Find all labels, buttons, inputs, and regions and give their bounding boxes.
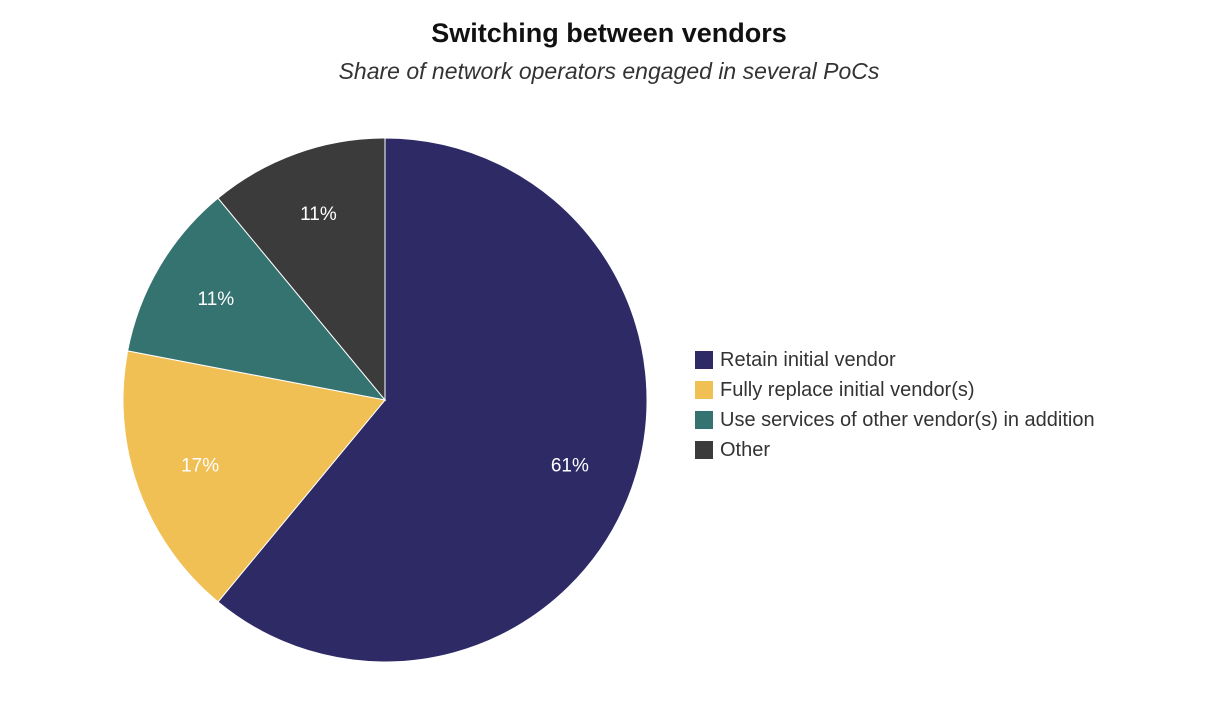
chart-title: Switching between vendors — [431, 18, 787, 48]
pie-slice-retain-initial-vendor — [217, 137, 648, 663]
data-label: 61% — [551, 456, 589, 477]
data-label: 11% — [300, 204, 337, 225]
pie-slice-fully-replace-initial-vendor-s — [122, 350, 386, 603]
legend-swatch — [695, 411, 713, 429]
legend-swatch — [695, 441, 713, 459]
legend-label: Fully replace initial vendor(s) — [720, 378, 975, 401]
legend-item-other: Other — [695, 435, 1095, 465]
chart-subtitle: Share of network operators engaged in se… — [338, 58, 880, 84]
legend-swatch — [695, 381, 713, 399]
legend-label: Use services of other vendor(s) in addit… — [720, 408, 1095, 431]
chart-legend: Retain initial vendor Fully replace init… — [695, 345, 1095, 465]
legend-item-retain-initial-vendor: Retain initial vendor — [695, 345, 1095, 375]
data-label: 17% — [181, 456, 219, 477]
legend-item-use-other-vendors: Use services of other vendor(s) in addit… — [695, 405, 1095, 435]
legend-label: Other — [720, 438, 771, 461]
pie-slice-use-services-of-other-vendor-s-in-addition — [127, 197, 387, 401]
legend-label: Retain initial vendor — [720, 348, 896, 371]
pie-slice-other — [217, 137, 386, 402]
legend-item-fully-replace: Fully replace initial vendor(s) — [695, 375, 1095, 405]
legend-swatch — [695, 351, 713, 369]
data-label: 11% — [198, 289, 235, 310]
